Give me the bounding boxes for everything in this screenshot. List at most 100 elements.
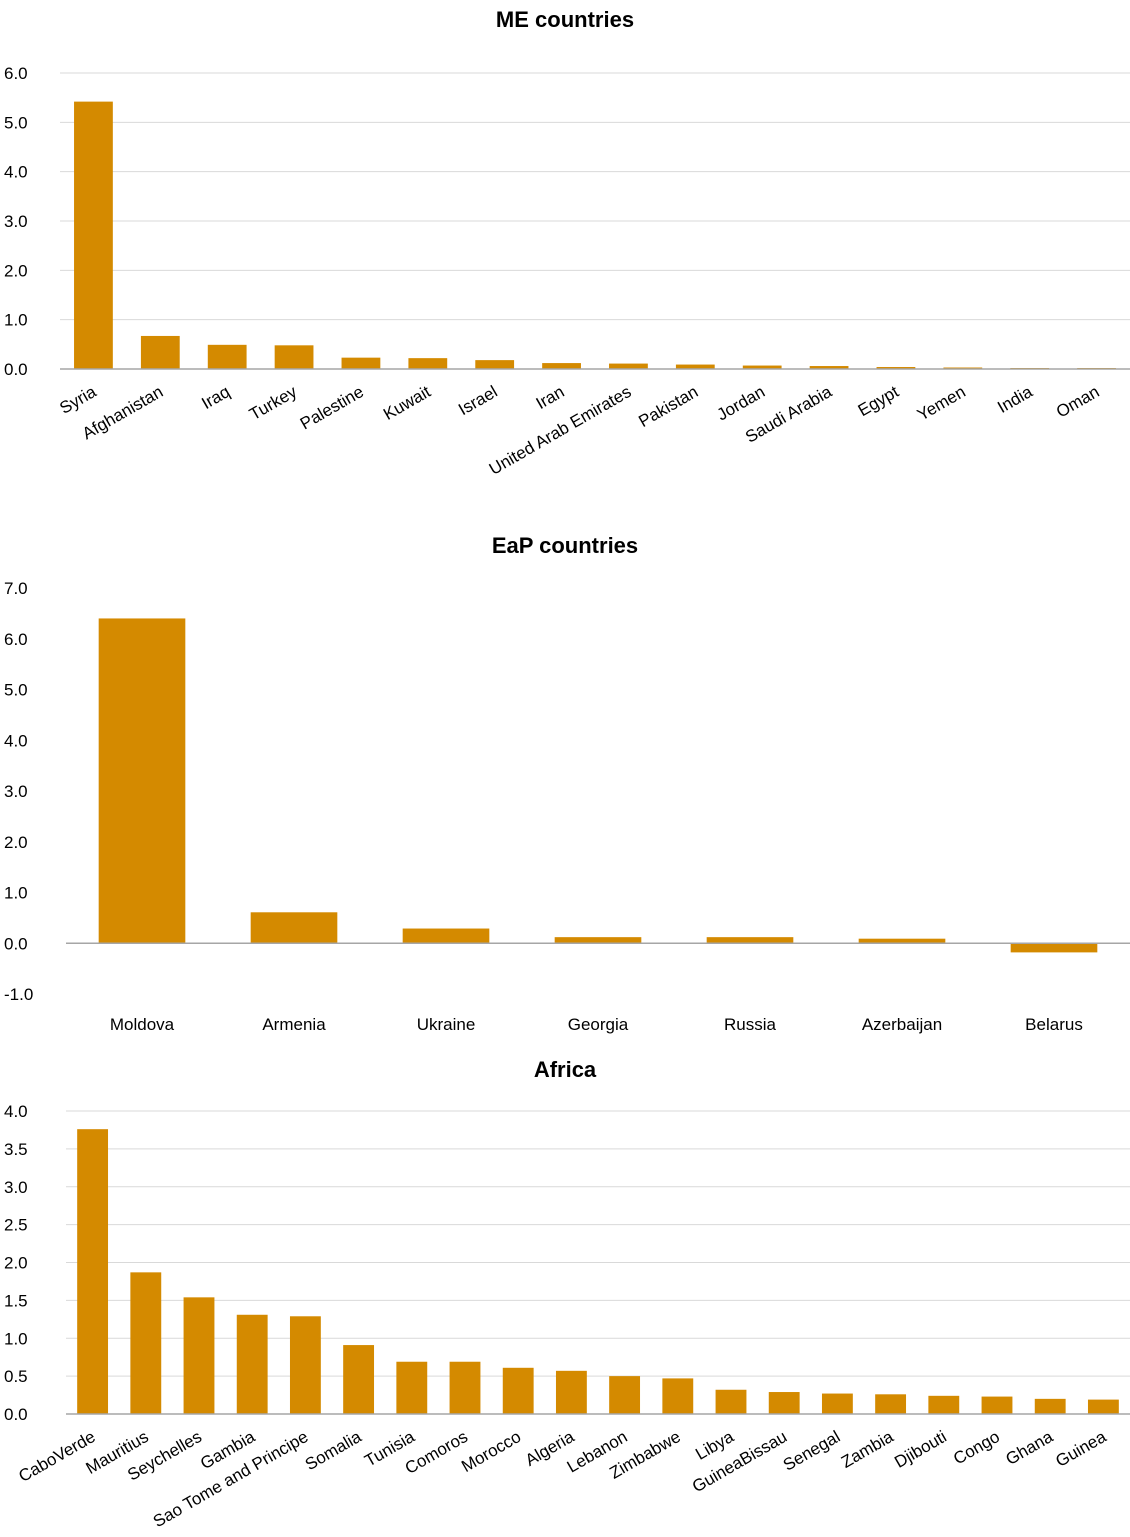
- chart-title: Africa: [533, 1057, 597, 1082]
- y-tick-label: 6.0: [4, 630, 28, 649]
- chart-panel-eap: EaP countries -1.0 0.0 1.0 2.0 3.0 4.0 5.0 6.0 7…: [0, 520, 1130, 1034]
- y-tick-label: 2.0: [4, 833, 28, 852]
- bar: [343, 1345, 375, 1414]
- bar: [250, 912, 338, 944]
- bar: [858, 938, 946, 944]
- y-tick-label: 4.0: [4, 731, 28, 750]
- x-tick-label: Azerbaijan: [862, 1015, 942, 1034]
- x-tick-label: Yemen: [914, 382, 969, 425]
- bar: [554, 937, 642, 944]
- bar: [928, 1395, 960, 1414]
- bar: [274, 345, 314, 369]
- bar: [821, 1393, 853, 1414]
- bar: [289, 1316, 321, 1414]
- bar: [875, 1394, 907, 1414]
- chart-title: EaP countries: [491, 533, 639, 558]
- bar: [74, 101, 113, 369]
- bar: [140, 335, 180, 369]
- x-tick-label: Guinea: [1052, 1427, 1109, 1471]
- x-tick-label: Iran: [533, 382, 568, 413]
- x-tick-label: Syria: [56, 382, 100, 418]
- bar: [408, 358, 448, 369]
- y-tick-label: 5.0: [4, 681, 28, 700]
- y-tick-label: 3.0: [4, 782, 28, 801]
- x-tick-label: Iraq: [198, 382, 233, 413]
- y-tick-label: 2.0: [4, 1254, 28, 1273]
- bar: [609, 363, 648, 369]
- x-tick-label: Ghana: [1002, 1427, 1056, 1469]
- y-tick-label: 4.0: [4, 163, 28, 182]
- bar: [609, 1376, 641, 1414]
- x-tick-label: Oman: [1053, 382, 1103, 422]
- y-tick-label: 4.0: [4, 1102, 28, 1121]
- x-tick-label: Israel: [455, 382, 501, 419]
- bar: [402, 928, 490, 944]
- bar: [130, 1272, 162, 1414]
- y-tick-label: 0.0: [4, 934, 28, 953]
- x-tick-label: Congo: [950, 1427, 1003, 1469]
- x-tick-label: Russia: [724, 1015, 777, 1034]
- y-tick-label: 0.0: [4, 1405, 28, 1424]
- x-tick-label: Senegal: [780, 1427, 844, 1475]
- bar: [236, 1314, 268, 1414]
- y-tick-label: 7.0: [4, 579, 28, 598]
- bar: [981, 1396, 1013, 1414]
- x-tick-label: Turkey: [246, 382, 300, 424]
- y-tick-label: 1.0: [4, 884, 28, 903]
- bar: [449, 1361, 481, 1414]
- bar: [207, 344, 247, 369]
- x-tick-label: Kuwait: [380, 382, 434, 424]
- bar: [77, 1129, 109, 1414]
- y-tick-label: 3.5: [4, 1140, 28, 1159]
- bar: [876, 367, 916, 369]
- y-tick-label: 0.0: [4, 360, 28, 379]
- bar: [768, 1392, 800, 1414]
- bar: [98, 618, 186, 944]
- x-tick-label: Palestine: [297, 382, 367, 433]
- bar: [715, 1389, 747, 1414]
- bar: [183, 1297, 215, 1414]
- y-tick-label: 0.5: [4, 1367, 28, 1386]
- x-tick-label: Belarus: [1025, 1015, 1083, 1034]
- bar: [675, 364, 715, 369]
- y-tick-label: 2.5: [4, 1216, 28, 1235]
- y-tick-label: 5.0: [4, 113, 28, 132]
- y-tick-label: 6.0: [4, 64, 28, 83]
- bar: [555, 1370, 587, 1414]
- bar: [742, 365, 782, 369]
- x-tick-label: Zambia: [838, 1427, 897, 1472]
- bar: [1034, 1398, 1066, 1414]
- bar-chart-eap: -1.0 0.0 1.0 2.0 3.0 4.0 5.0 6.0 7.0 Moldova Armen…: [4, 579, 1130, 1034]
- bar: [706, 937, 794, 944]
- y-tick-label: 3.0: [4, 1178, 28, 1197]
- bar: [1010, 943, 1098, 953]
- chart-panel-africa: Africa 0.0 0.5 1.0 1.5 2.0 2.5 3.0 3.5 4.0 CaboVe…: [0, 1040, 1130, 1537]
- y-tick-label: 1.0: [4, 311, 28, 330]
- x-tick-label: Moldova: [110, 1015, 175, 1034]
- bar: [542, 363, 581, 369]
- bar: [809, 366, 849, 369]
- x-tick-label: CaboVerde: [15, 1427, 98, 1486]
- y-tick-label: 1.0: [4, 1329, 28, 1348]
- y-tick-label: -1.0: [4, 985, 33, 1004]
- y-tick-label: 2.0: [4, 261, 28, 280]
- chart-panel-me: ME countries 0.0 1.0 2.0 3.0 4.0 5.0 6.0 Syria A…: [0, 0, 1130, 500]
- bar: [502, 1367, 534, 1414]
- bar: [1087, 1399, 1119, 1414]
- bar: [662, 1378, 694, 1414]
- x-tick-label: Somalia: [302, 1427, 365, 1474]
- x-tick-label: Djibouti: [891, 1427, 950, 1472]
- bar-chart-africa: 0.00.51.01.52.02.53.03.54.0CaboVerdeMaur…: [4, 1102, 1130, 1531]
- y-tick-label: 1.5: [4, 1291, 28, 1310]
- bar: [341, 357, 381, 369]
- x-tick-label: Pakistan: [635, 382, 701, 431]
- y-tick-label: 3.0: [4, 212, 28, 231]
- x-tick-label: Jordan: [714, 382, 769, 424]
- chart-title: ME countries: [495, 7, 635, 32]
- x-tick-label: Egypt: [855, 382, 902, 420]
- x-tick-label: Ukraine: [417, 1015, 476, 1034]
- x-tick-label: India: [994, 382, 1036, 417]
- x-tick-label: Georgia: [568, 1015, 629, 1034]
- x-tick-label: Morocco: [458, 1427, 524, 1476]
